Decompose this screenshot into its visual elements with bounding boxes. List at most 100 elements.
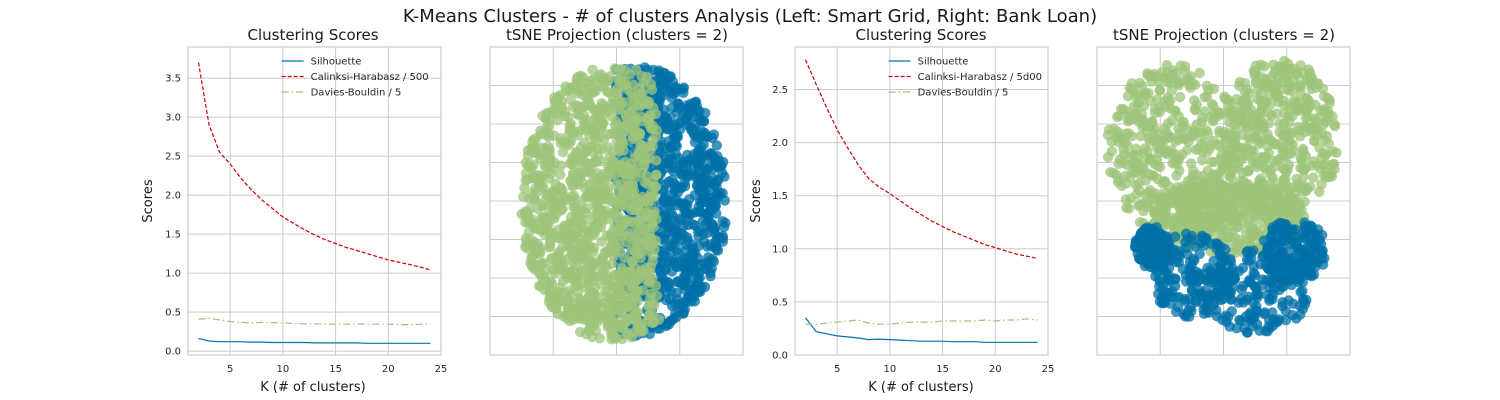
cluster-1-point	[1234, 314, 1245, 326]
cluster-0-point	[1209, 156, 1220, 168]
cluster-1-point	[586, 123, 597, 134]
x-tick-label: 15	[936, 364, 949, 375]
cluster-0-point	[1234, 209, 1245, 221]
cluster-0-point	[1243, 132, 1254, 143]
cluster-0-point	[1229, 119, 1240, 131]
cluster-0-point	[1220, 93, 1231, 105]
cluster-1-point	[528, 159, 539, 170]
cluster-0-point	[1230, 199, 1242, 210]
cluster-0-point	[660, 214, 671, 226]
cluster-0-point	[1331, 147, 1342, 158]
cluster-1-point	[1262, 325, 1274, 337]
cluster-0-point	[1248, 65, 1259, 77]
cluster-0-point	[1294, 81, 1305, 93]
x-tick-label: 25	[1042, 364, 1055, 375]
cluster-1-point	[1256, 280, 1268, 291]
cluster-0-point	[1154, 106, 1166, 118]
cluster-0-point	[1154, 196, 1166, 208]
cluster-1-point	[605, 103, 617, 115]
cluster-0-point	[1318, 90, 1330, 102]
cluster-1-point	[1180, 242, 1192, 254]
cluster-1-point	[574, 233, 585, 244]
cluster-1-point	[1218, 293, 1229, 305]
cluster-1-point	[1299, 217, 1310, 228]
cluster-0-point	[1160, 210, 1171, 222]
cluster-1-point	[1149, 242, 1161, 253]
panel-title: tSNE Projection (clusters = 2)	[506, 26, 728, 44]
cluster-0-point	[1239, 117, 1251, 129]
cluster-0-point	[1206, 209, 1218, 220]
y-tick-label: 0.5	[165, 308, 181, 319]
cluster-0-point	[1294, 124, 1305, 136]
cluster-0-point	[1108, 123, 1120, 135]
cluster-0-point	[1319, 106, 1330, 117]
cluster-0-point	[1298, 171, 1309, 182]
cluster-1-point	[530, 223, 542, 234]
cluster-0-point	[679, 157, 690, 168]
cluster-0-point	[1165, 195, 1176, 207]
cluster-1-point	[1277, 235, 1289, 247]
panel-title: tSNE Projection (clusters = 2)	[1113, 26, 1335, 44]
cluster-0-point	[1208, 169, 1219, 180]
cluster-1-point	[537, 110, 548, 122]
cluster-0-point	[1154, 85, 1166, 96]
cluster-1-point	[632, 249, 643, 260]
scatter-points	[1102, 55, 1342, 338]
cluster-1-point	[607, 128, 618, 140]
cluster-0-point	[660, 158, 671, 169]
cluster-1-point	[1202, 294, 1213, 305]
cluster-0-point	[1278, 95, 1290, 107]
cluster-1-point	[570, 217, 581, 228]
cluster-0-point	[698, 139, 709, 150]
cluster-0-point	[1138, 205, 1149, 217]
cluster-0-point	[1177, 133, 1188, 144]
cluster-0-point	[1242, 98, 1254, 109]
legend-label: Silhouette	[918, 57, 969, 68]
cluster-0-point	[1254, 188, 1265, 200]
cluster-0-point	[1123, 106, 1134, 118]
cluster-1-point	[604, 168, 615, 180]
panel-title: Clustering Scores	[855, 26, 986, 44]
cluster-0-point	[692, 146, 704, 158]
cluster-1-point	[545, 211, 556, 222]
cluster-1-point	[519, 182, 530, 194]
cluster-1-point	[544, 292, 555, 304]
cluster-1-point	[595, 278, 606, 289]
cluster-0-point	[684, 194, 695, 205]
cluster-0-point	[1252, 84, 1264, 96]
y-tick-label: 2.0	[165, 191, 181, 202]
cluster-1-point	[530, 147, 541, 158]
scatter-points	[516, 62, 731, 345]
cluster-1-point	[1200, 284, 1212, 296]
cluster-1-point	[631, 193, 643, 204]
cluster-0-point	[1130, 91, 1141, 102]
cluster-1-point	[572, 129, 583, 141]
cluster-1-point	[1149, 260, 1160, 272]
cluster-1-point	[572, 280, 584, 291]
cluster-0-point	[699, 281, 711, 293]
cluster-1-point	[1161, 231, 1173, 242]
cluster-1-point	[519, 208, 531, 219]
plot-frame	[187, 46, 442, 356]
cluster-1-point	[647, 141, 658, 152]
cluster-0-point	[1178, 117, 1190, 128]
series-line-1	[197, 62, 431, 271]
cluster-0-point	[1121, 202, 1132, 213]
cluster-1-point	[536, 272, 548, 283]
cluster-1-point	[1309, 227, 1320, 239]
cluster-1-point	[1182, 233, 1194, 244]
cluster-0-point	[692, 226, 704, 237]
cluster-0-point	[1175, 198, 1187, 209]
cluster-0-point	[1280, 63, 1291, 74]
cluster-1-point	[585, 165, 596, 177]
cluster-1-point	[571, 74, 583, 85]
cluster-1-point	[653, 314, 665, 325]
figure-title: K-Means Clusters - # of clusters Analysi…	[403, 6, 1097, 27]
cluster-0-point	[1134, 77, 1146, 89]
cluster-1-point	[536, 212, 547, 224]
cluster-0-point	[674, 235, 686, 246]
cluster-1-point	[538, 197, 549, 208]
cluster-1-point	[567, 152, 578, 163]
cluster-1-point	[637, 99, 648, 110]
cluster-1-point	[591, 218, 602, 229]
